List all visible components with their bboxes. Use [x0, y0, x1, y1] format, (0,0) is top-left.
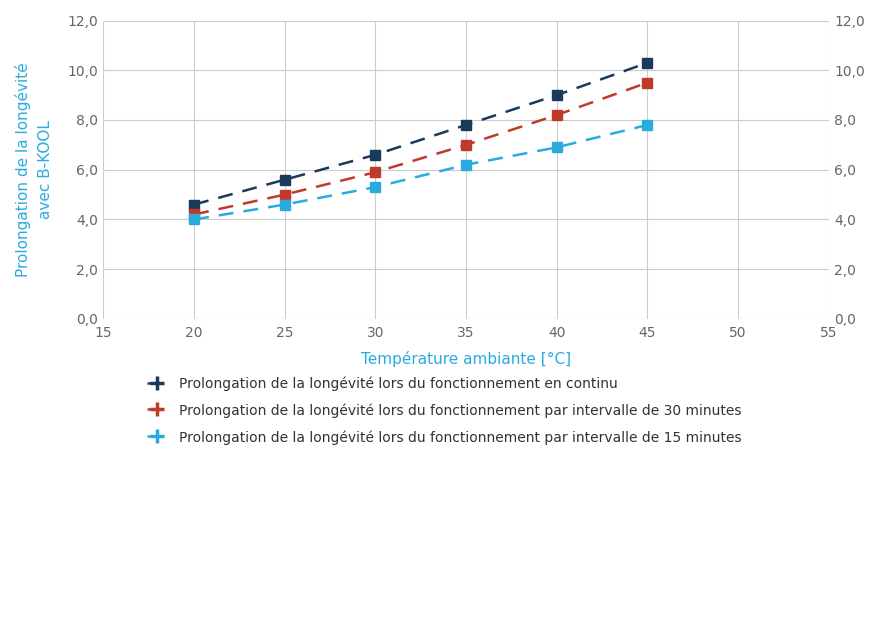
Legend: Prolongation de la longévité lors du fonctionnement en continu, Prolongation de : Prolongation de la longévité lors du fon…	[147, 377, 741, 445]
X-axis label: Température ambiante [°C]: Température ambiante [°C]	[361, 351, 571, 367]
Y-axis label: Prolongation de la longévité
avec B-KOOL: Prolongation de la longévité avec B-KOOL	[15, 62, 53, 277]
